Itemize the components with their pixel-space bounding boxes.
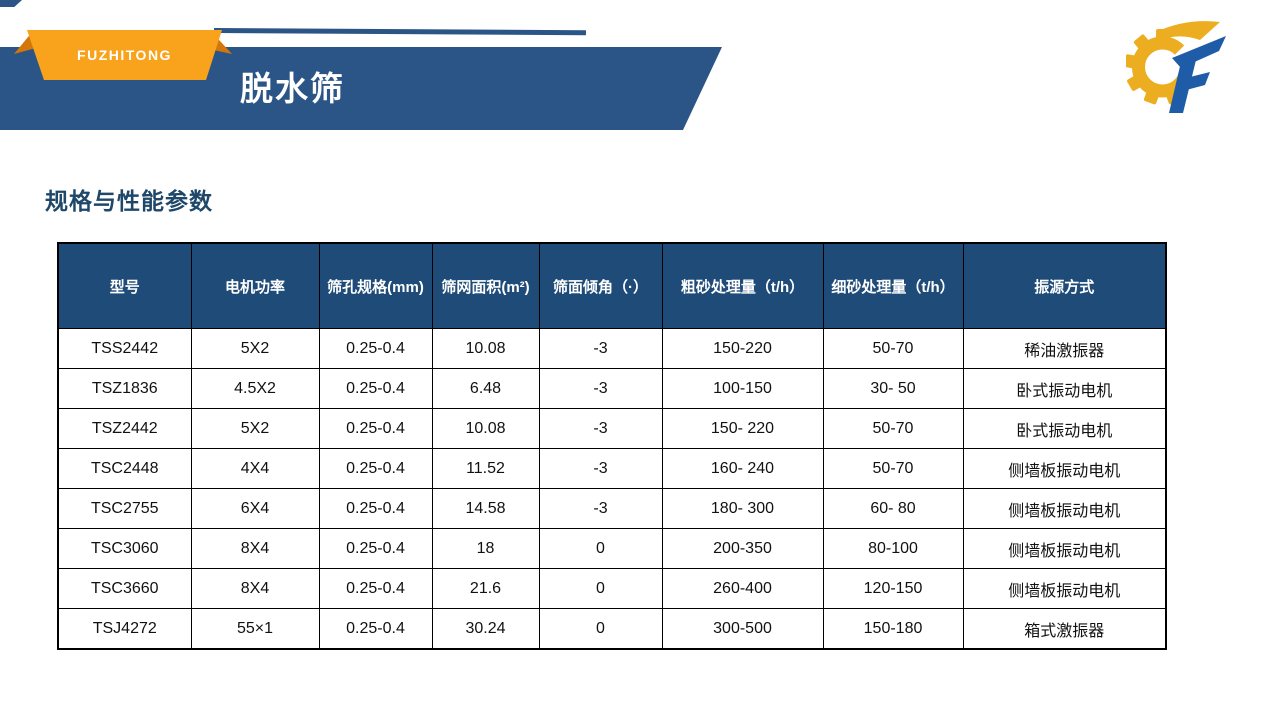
table-cell: 300-500 [661,608,824,650]
brand-ribbon: FUZHITONG [27,30,222,80]
table-cell: TSC3060 [57,528,192,569]
banner-accent-line [213,28,587,36]
table-row: TSC3660 8X4 0.25-0.4 21.6 0 260-400 120-150 侧墙板… [57,568,1167,609]
column-header: 电机功率 [190,242,320,329]
table-cell: 55×1 [190,608,320,650]
table-cell: -3 [538,368,663,409]
company-logo [1124,0,1232,116]
table-cell: 150-220 [661,328,824,369]
table-header-row: 型号 电机功率 筛孔规格(mm) 筛网面积(m²) 筛面倾角（·） 粗砂处理量（t/h）细… [57,242,1167,329]
table-cell: 6X4 [190,488,320,529]
table-cell: 箱式激振器 [962,608,1167,650]
table-cell: 0 [538,528,663,569]
table-cell: TSC2755 [57,488,192,529]
table-cell: TSC3660 [57,568,192,609]
table-cell: 侧墙板振动电机 [962,528,1167,569]
table-cell: 150- 220 [661,408,824,449]
table-cell: 50-70 [822,448,964,489]
brand-name-label: FUZHITONG [77,47,172,63]
table-cell: TSC2448 [57,448,192,489]
column-header: 筛孔规格(mm) [318,242,433,329]
table-cell: 100-150 [661,368,824,409]
table-cell: 5X2 [190,408,320,449]
table-cell: 5X2 [190,328,320,369]
table-cell: 160- 240 [661,448,824,489]
table-cell: 0.25-0.4 [318,328,433,369]
table-cell: TSJ4272 [57,608,192,650]
table-cell: TSZ1836 [57,368,192,409]
table-cell: 260-400 [661,568,824,609]
table-cell: 0.25-0.4 [318,448,433,489]
table-cell: 0.25-0.4 [318,568,433,609]
table-cell: 21.6 [431,568,540,609]
table-row: TSZ1836 4.5X2 0.25-0.4 6.48 -3 100-150 30- 50 卧… [57,368,1167,409]
gear-tf-logo-icon [1124,0,1232,113]
table-row: TSS2442 5X2 0.25-0.4 10.08 -3 150-220 50-70 稀油激… [57,328,1167,369]
table-row: TSC3060 8X4 0.25-0.4 18 0 200-350 80-100 侧墙板振动电… [57,528,1167,569]
table-cell: 120-150 [822,568,964,609]
table-cell: 50-70 [822,408,964,449]
table-cell: 150-180 [822,608,964,650]
column-header: 振源方式 [962,242,1167,329]
table-cell: 8X4 [190,568,320,609]
table-row: TSJ4272 55×1 0.25-0.4 30.24 0 300-500 150-180 箱… [57,608,1167,650]
table-cell: 200-350 [661,528,824,569]
table-cell: 0.25-0.4 [318,608,433,650]
table-cell: 0 [538,568,663,609]
table-cell: 180- 300 [661,488,824,529]
table-cell: 0.25-0.4 [318,408,433,449]
page-title: 脱水筛 [240,70,345,107]
table-body: TSS2442 5X2 0.25-0.4 10.08 -3 150-220 50-70 稀油激… [57,328,1167,650]
table-row: TSZ2442 5X2 0.25-0.4 10.08 -3 150- 220 50-70 卧式… [57,408,1167,449]
table-cell: 18 [431,528,540,569]
spec-table: 型号 电机功率 筛孔规格(mm) 筛网面积(m²) 筛面倾角（·） 粗砂处理量（t/h）细… [57,242,1167,650]
table-cell: -3 [538,448,663,489]
table-cell: 侧墙板振动电机 [962,448,1167,489]
column-header: 筛面倾角（·） [538,242,663,329]
table-cell: 0.25-0.4 [318,368,433,409]
table-cell: 卧式振动电机 [962,408,1167,449]
table-row: TSC2448 4X4 0.25-0.4 11.52 -3 160- 240 50-70 侧墙… [57,448,1167,489]
table-cell: 80-100 [822,528,964,569]
table-row: TSC2755 6X4 0.25-0.4 14.58 -3 180- 300 60- 80 侧… [57,488,1167,529]
table-cell: 4X4 [190,448,320,489]
table-cell: 50-70 [822,328,964,369]
table-cell: 稀油激振器 [962,328,1167,369]
table-cell: 卧式振动电机 [962,368,1167,409]
table-cell: -3 [538,488,663,529]
column-header: 粗砂处理量（t/h） [661,242,824,329]
table-cell: 10.08 [431,408,540,449]
column-header: 细砂处理量（t/h） [822,242,964,329]
table-cell: -3 [538,328,663,369]
table-cell: 60- 80 [822,488,964,529]
table-cell: 0.25-0.4 [318,488,433,529]
table-cell: TSZ2442 [57,408,192,449]
table-cell: 30.24 [431,608,540,650]
table-cell: -3 [538,408,663,449]
table-cell: 8X4 [190,528,320,569]
corner-accent-shape [0,0,22,7]
table-cell: 30- 50 [822,368,964,409]
table-cell: 11.52 [431,448,540,489]
column-header: 筛网面积(m²) [431,242,540,329]
table-cell: 14.58 [431,488,540,529]
table-cell: 0 [538,608,663,650]
table-cell: 侧墙板振动电机 [962,488,1167,529]
column-header: 型号 [57,242,192,329]
section-title: 规格与性能参数 [45,188,213,214]
table-cell: 0.25-0.4 [318,528,433,569]
table-cell: 4.5X2 [190,368,320,409]
table-cell: 侧墙板振动电机 [962,568,1167,609]
table-cell: 10.08 [431,328,540,369]
table-cell: 6.48 [431,368,540,409]
table-cell: TSS2442 [57,328,192,369]
